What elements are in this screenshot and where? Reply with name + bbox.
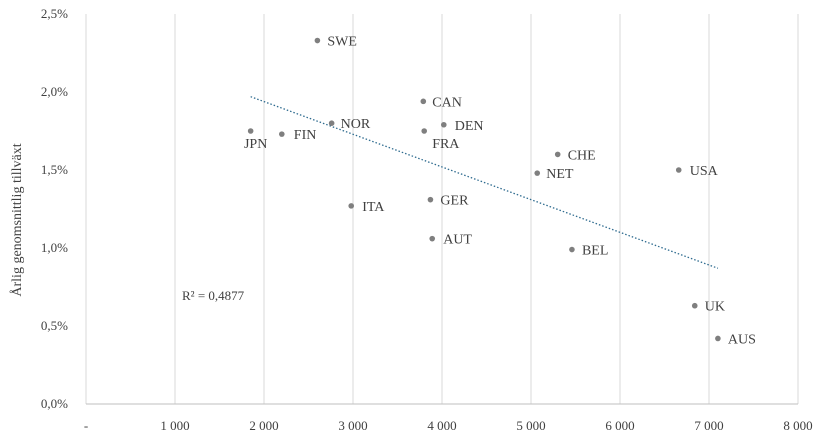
vertical-gridlines xyxy=(85,14,799,404)
x-tick-label: 5 000 xyxy=(516,418,545,433)
point-label-can: CAN xyxy=(432,95,462,110)
point-label-che: CHE xyxy=(568,148,596,163)
data-point-aus xyxy=(715,335,721,342)
point-label-net: NET xyxy=(546,167,574,182)
point-label-usa: USA xyxy=(690,164,719,179)
data-points xyxy=(247,37,721,342)
data-point-aut xyxy=(429,235,436,242)
data-point-fin xyxy=(279,131,285,137)
data-point-fra xyxy=(421,128,428,134)
point-label-aut: AUT xyxy=(443,233,472,248)
y-tick-label: 2,0% xyxy=(41,84,68,99)
point-label-bel: BEL xyxy=(582,244,608,259)
point-label-swe: SWE xyxy=(327,35,357,50)
data-point-den xyxy=(440,121,447,128)
data-point-usa xyxy=(675,167,682,173)
trendline-group xyxy=(250,96,719,269)
x-tick-label: 7 000 xyxy=(694,418,723,433)
data-point-jpn xyxy=(247,128,254,134)
data-point-ita xyxy=(348,203,355,209)
y-tick-label: 1,5% xyxy=(41,162,68,177)
data-point-ger xyxy=(427,196,434,203)
point-label-jpn: JPN xyxy=(244,137,267,152)
point-label-den: DEN xyxy=(455,119,484,134)
x-tick-label: 8 000 xyxy=(783,418,812,433)
data-point-net xyxy=(534,170,541,176)
y-tick-label: 1,0% xyxy=(41,240,68,255)
y-axis-label: Årlig genomsnittlig tillväxt xyxy=(9,143,25,296)
data-point-bel xyxy=(569,246,575,253)
data-point-swe xyxy=(314,37,321,44)
x-tick-labels: - 1 000 2 000 3 000 4 000 5 000 6 000 7 000 8 00… xyxy=(84,418,813,433)
y-tick-label: 2,5% xyxy=(41,6,68,21)
point-label-uk: UK xyxy=(705,300,725,315)
y-tick-label: 0,5% xyxy=(41,318,68,333)
point-label-ita: ITA xyxy=(362,200,385,215)
point-label-ger: GER xyxy=(440,194,469,209)
data-point-can xyxy=(420,98,427,105)
r-squared-annotation: R² = 0,4877 xyxy=(182,288,245,303)
trendline xyxy=(250,96,719,269)
point-labels: SWE CAN NOR DEN FRA FIN JPN CHE NET USA ITA GER AUT B… xyxy=(244,35,756,348)
y-tick-label: 0,0% xyxy=(41,396,68,411)
x-tick-label: 6 000 xyxy=(605,418,634,433)
point-label-aus: AUS xyxy=(728,332,756,347)
data-point-nor xyxy=(328,120,335,126)
point-label-fin: FIN xyxy=(294,128,317,143)
x-tick-label: 4 000 xyxy=(427,418,456,433)
y-tick-labels: 0,0% 0,5% 1,0% 1,5% 2,0% 2,5% xyxy=(41,6,68,411)
point-label-nor: NOR xyxy=(341,117,371,132)
x-tick-label: 3 000 xyxy=(338,418,367,433)
point-label-fra: FRA xyxy=(432,137,460,152)
data-point-uk xyxy=(691,302,698,309)
x-tick-label: 2 000 xyxy=(249,418,278,433)
x-tick-label: 1 000 xyxy=(160,418,189,433)
data-point-che xyxy=(554,151,561,158)
x-tick-label: - xyxy=(84,418,88,433)
